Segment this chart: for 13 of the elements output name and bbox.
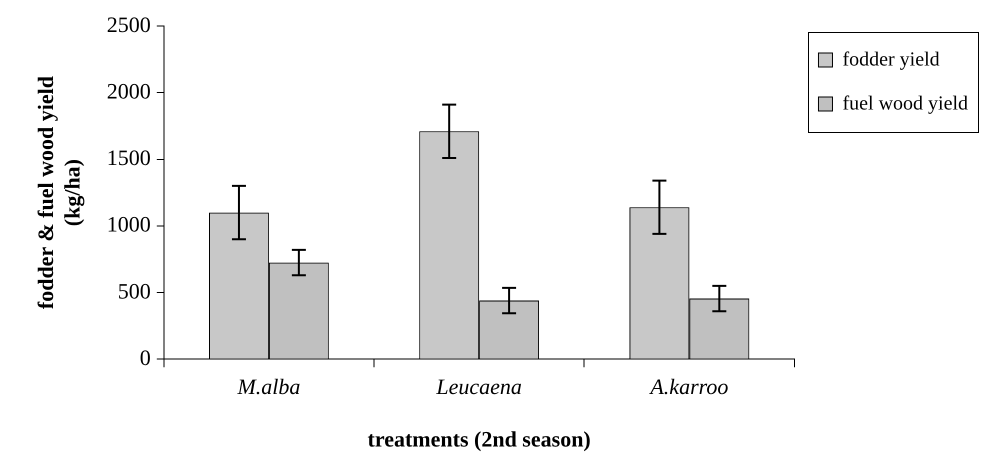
y-tick-label: 0 xyxy=(140,344,151,370)
y-tick-label: 2000 xyxy=(106,78,151,104)
y-axis-title: fodder & fuel wood yield (kg/ha) xyxy=(32,76,84,310)
x-tick-label: A.karroo xyxy=(648,374,728,400)
legend-label: fuel wood yield xyxy=(842,92,968,114)
x-tick-label: Leucaena xyxy=(435,374,522,400)
y-tick-label: 500 xyxy=(118,278,151,304)
legend-label: fodder yield xyxy=(842,48,940,70)
x-axis-title: treatments (2nd season) xyxy=(368,426,591,452)
x-tick-label: M.alba xyxy=(236,374,300,400)
y-tick-label: 1000 xyxy=(106,212,151,237)
y-tick-label: 1500 xyxy=(106,145,151,170)
y-tick-label: 2500 xyxy=(106,12,151,37)
